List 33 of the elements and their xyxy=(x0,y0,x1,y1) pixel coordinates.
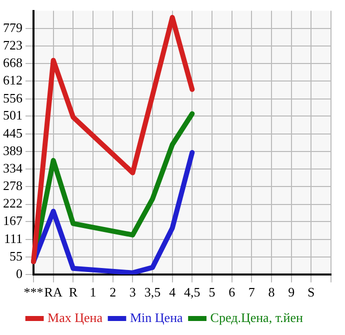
x-tick-label: 3,5 xyxy=(144,284,161,300)
x-tick-label: 8 xyxy=(268,284,275,300)
y-tick-label: 445 xyxy=(3,125,22,140)
y-tick-label: 55 xyxy=(10,248,22,264)
y-tick-label: 389 xyxy=(3,143,22,158)
x-tick-label: 4,5 xyxy=(184,284,200,300)
y-tick-label: 668 xyxy=(3,54,22,70)
legend-label: Max Цена xyxy=(48,310,103,325)
y-tick-label: 556 xyxy=(3,90,23,106)
y-tick-label: 278 xyxy=(3,178,22,194)
y-tick-label: 0 xyxy=(16,266,22,281)
legend-label: Min Цена xyxy=(130,310,184,325)
y-tick-label: 723 xyxy=(3,38,22,53)
x-tick-label: 6 xyxy=(228,284,236,300)
x-tick-label: 2 xyxy=(110,284,116,300)
x-tick-label: 5 xyxy=(208,284,216,300)
y-tick-label: 612 xyxy=(3,72,22,88)
x-tick-label: RA xyxy=(44,284,63,300)
x-tick-label: S xyxy=(308,284,315,300)
x-tick-label: 9 xyxy=(288,284,295,300)
y-tick-label: 779 xyxy=(3,20,22,35)
x-tick-label: R xyxy=(68,284,78,300)
legend-label: Сред.Цена, т.йен xyxy=(210,310,304,325)
y-tick-label: 334 xyxy=(3,160,23,176)
x-tick-label: *** xyxy=(24,284,44,300)
x-tick-label: 1 xyxy=(90,284,96,300)
x-tick-label: 7 xyxy=(248,284,256,300)
y-tick-label: 167 xyxy=(3,213,23,228)
x-tick-label: 4 xyxy=(169,284,176,300)
y-tick-label: 222 xyxy=(3,196,22,211)
y-tick-label: 111 xyxy=(4,230,22,246)
y-tick-label: 501 xyxy=(3,108,22,123)
x-tick-label: 3 xyxy=(129,284,136,300)
